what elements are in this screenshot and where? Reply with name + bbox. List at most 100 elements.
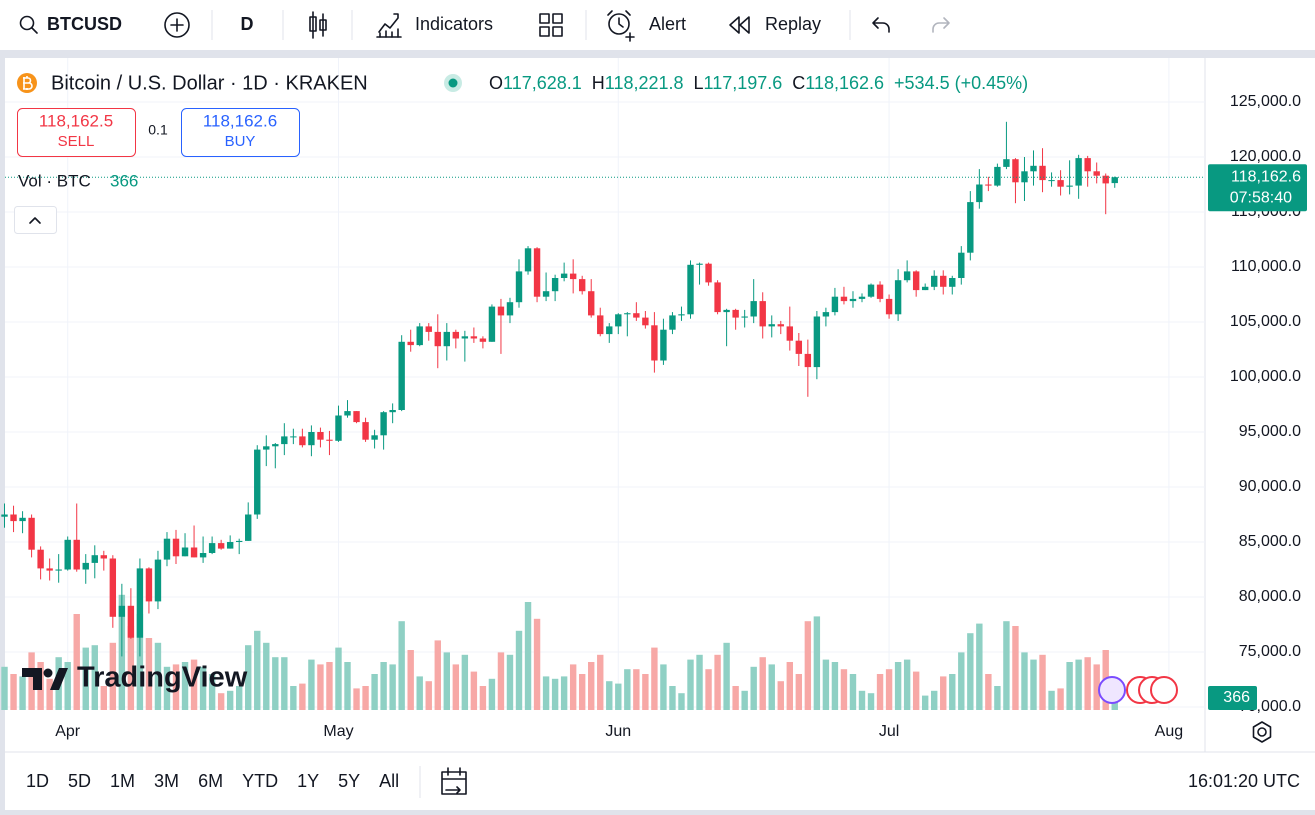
chevron-icon — [29, 217, 41, 224]
candle-body — [858, 296, 866, 299]
indicators-button[interactable]: Indicators — [376, 13, 493, 38]
volume-bar — [795, 674, 803, 710]
volume-bar — [64, 662, 71, 710]
range-button[interactable]: 5D — [68, 771, 91, 791]
candle-body — [515, 271, 523, 303]
volume-bar — [299, 683, 306, 710]
volume-bar — [985, 674, 992, 710]
volume-bar — [308, 659, 315, 710]
candle-body — [669, 315, 676, 330]
range-button[interactable]: 1M — [110, 771, 135, 791]
volume-bar — [479, 686, 487, 710]
ohlc-value: 117,628.1 — [503, 73, 582, 93]
candle-body — [831, 296, 839, 313]
range-button[interactable]: 1Y — [297, 771, 319, 791]
alert-icon — [608, 13, 630, 35]
logo-mark — [43, 668, 53, 678]
redo-button[interactable] — [932, 17, 950, 33]
range-button[interactable]: 5Y — [338, 771, 360, 791]
candle-body — [497, 306, 505, 316]
volume-bar — [10, 674, 17, 710]
volume-bar — [705, 669, 712, 710]
volume-legend: Vol · BTC — [18, 171, 91, 190]
settings-icon[interactable] — [1257, 727, 1267, 737]
calendar-icon — [441, 767, 467, 795]
candle-body — [317, 432, 324, 440]
symbol: BTCUSD — [47, 14, 122, 34]
candle-body — [985, 184, 992, 186]
volume-bar — [732, 686, 739, 710]
volume-bar — [407, 650, 414, 710]
buy-button[interactable]: 118,162.6 BUY — [181, 108, 300, 157]
volume-bar — [416, 676, 423, 710]
event-icon[interactable] — [1098, 676, 1126, 704]
volume-bar — [515, 630, 523, 710]
volume-bar — [46, 678, 53, 710]
volume-bar — [272, 657, 279, 710]
compare-button[interactable] — [164, 12, 190, 38]
candle-body — [46, 568, 53, 571]
indicators-icon — [379, 28, 399, 38]
volume-bar — [768, 664, 775, 710]
volume-bar — [714, 654, 721, 710]
layouts-button[interactable] — [539, 13, 563, 37]
volume-bar — [678, 693, 685, 710]
clock[interactable]: 16:01:20 UTC — [1188, 771, 1300, 791]
sell-button[interactable]: 118,162.5 SELL — [17, 108, 136, 157]
candle-body — [73, 539, 80, 570]
volume-bar — [425, 681, 432, 710]
collapse-button[interactable] — [14, 206, 57, 234]
range-button[interactable]: 6M — [198, 771, 223, 791]
range-button[interactable]: YTD — [242, 771, 278, 791]
candle-body — [705, 263, 712, 283]
candle-body — [777, 324, 784, 327]
range-button[interactable]: 1D — [26, 771, 49, 791]
volume-bar — [1, 666, 8, 710]
candle-body — [272, 444, 279, 447]
candle-body — [624, 313, 631, 315]
chart-type-button[interactable] — [309, 11, 327, 39]
candle-body — [145, 568, 153, 602]
candle-body — [326, 439, 333, 441]
candle-body — [235, 540, 243, 542]
volume-bar — [263, 642, 270, 710]
go-to-date[interactable] — [441, 767, 467, 795]
interval[interactable]: D — [241, 14, 254, 34]
price-change: +534.5 (+0.45%) — [894, 73, 1028, 93]
grid-icon — [539, 13, 563, 37]
volume-bar — [497, 652, 505, 710]
price-badge-price: 118,162.6 — [1231, 168, 1301, 185]
replay-button[interactable]: Replay — [729, 14, 821, 34]
y-tick-label: 105,000.0 — [1230, 313, 1301, 330]
volume-bar — [840, 669, 848, 710]
volume-bar — [858, 690, 866, 710]
candle-body — [136, 568, 144, 638]
candle-body — [615, 314, 622, 327]
candle-body — [344, 411, 351, 416]
volume-bar — [597, 654, 604, 710]
candle-body — [163, 538, 171, 560]
y-tick-label: 75,000.0 — [1239, 643, 1301, 660]
chart-pane — [5, 58, 1315, 752]
volume-bar — [876, 674, 884, 710]
event-icon[interactable] — [1150, 676, 1178, 704]
volume-bar — [759, 657, 766, 710]
candle-body — [768, 324, 775, 327]
settings-icon[interactable] — [1252, 721, 1272, 743]
plus-icon — [170, 18, 184, 32]
alert-button[interactable]: Alert — [607, 10, 686, 42]
logo-text: TradingView — [77, 662, 248, 694]
bitcoin-icon — [23, 76, 33, 90]
range-button[interactable]: 3M — [154, 771, 179, 791]
range-button[interactable]: All — [379, 771, 399, 791]
symbol-search[interactable]: BTCUSD — [19, 14, 123, 34]
volume-bar — [578, 674, 586, 710]
candle-body — [1012, 159, 1019, 183]
volume-bar — [542, 676, 550, 710]
volume-bar — [398, 621, 405, 710]
undo-button[interactable] — [872, 17, 890, 33]
candle-body — [181, 547, 189, 557]
volume-bar — [19, 676, 26, 710]
buy-price: 118,162.6 — [203, 111, 277, 130]
